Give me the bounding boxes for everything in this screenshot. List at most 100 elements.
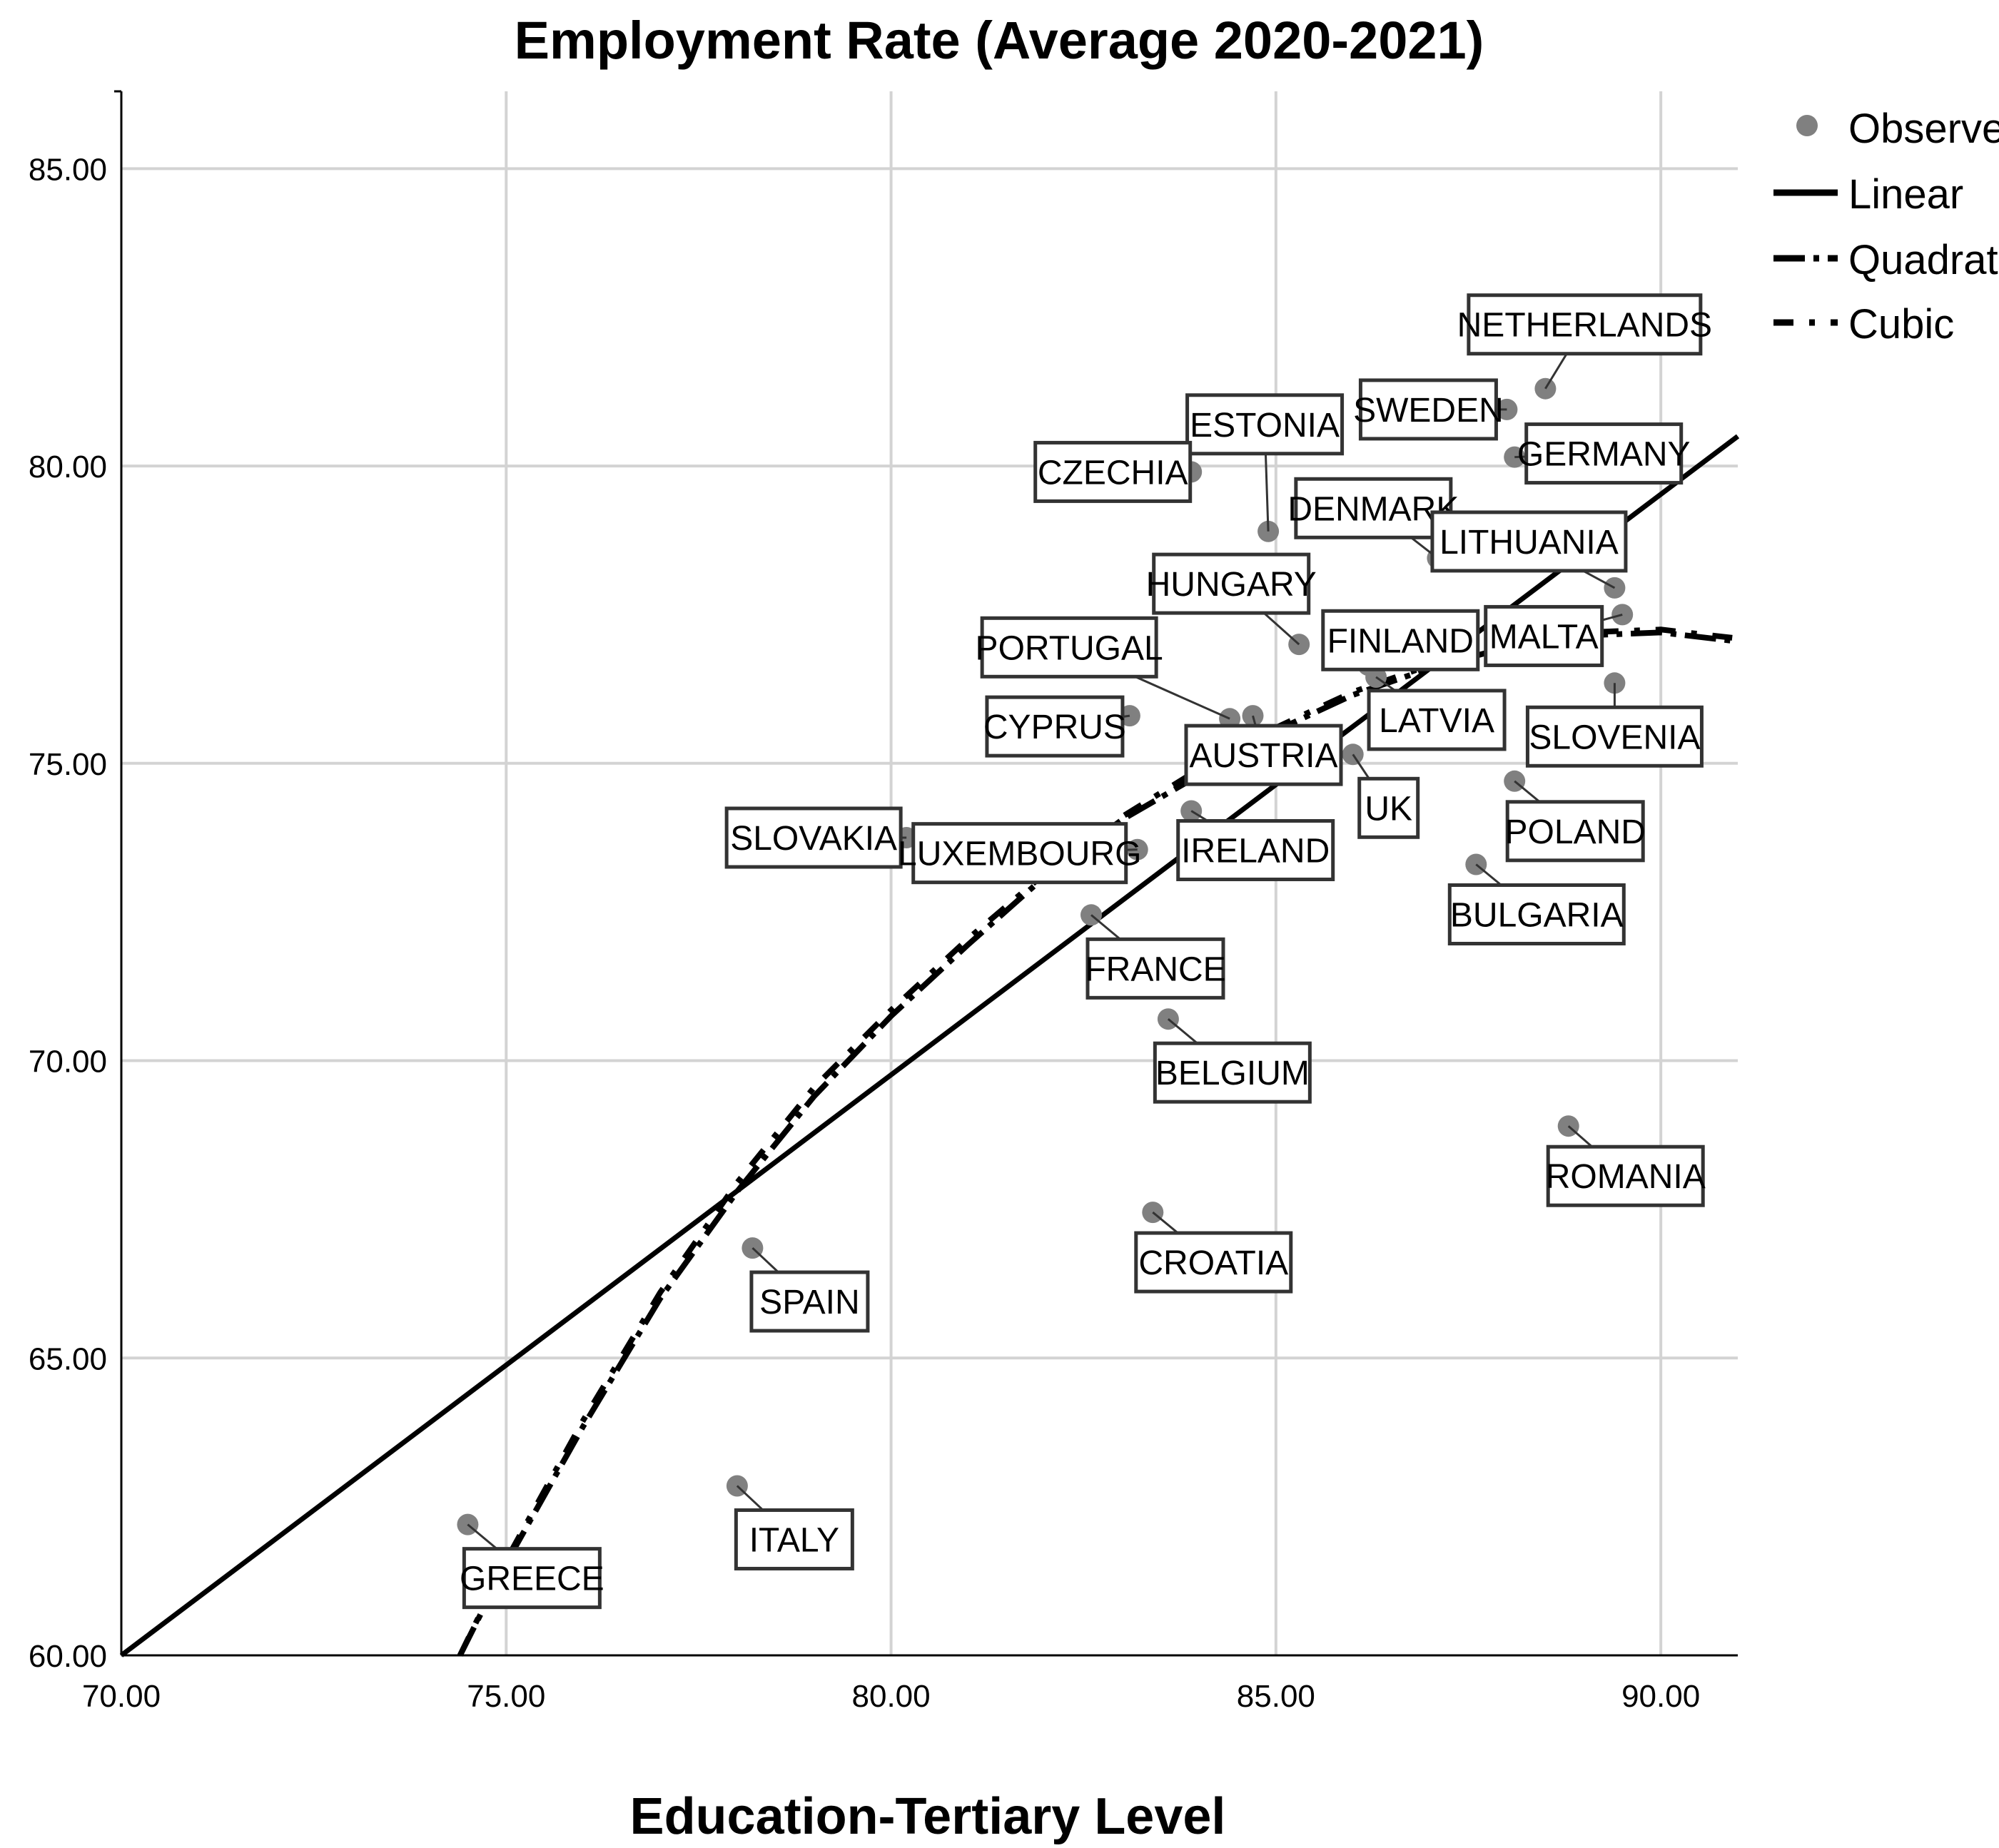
axes (114, 90, 1738, 1657)
point-label-box (1447, 883, 1626, 945)
point-label-box (1153, 1041, 1312, 1104)
point-label-group: FINLAND (1321, 609, 1480, 671)
point-label-group: FRANCE (1085, 914, 1226, 1000)
point-label-group: GERMANY (1514, 422, 1691, 485)
point-label-group: SPAIN (749, 1247, 870, 1333)
point-label: SWEDEN (1353, 392, 1504, 430)
point-label-group: CROATIA (1134, 1211, 1293, 1294)
point-label-box (1525, 705, 1704, 768)
observed-point (1242, 705, 1264, 727)
point-label-group: ITALY (734, 1485, 854, 1570)
point-label-group: SWEDEN (1353, 378, 1507, 441)
point-label: IRELAND (1181, 832, 1330, 870)
point-label-box (734, 1508, 854, 1570)
x-tick-label: 80.00 (852, 1679, 931, 1714)
point-label-box (749, 1270, 870, 1333)
point-label-group: LITHUANIA (1430, 510, 1628, 589)
point-label-box (1321, 609, 1480, 671)
point-label-box (1467, 293, 1703, 356)
point-label-group: CYPRUS (983, 695, 1130, 758)
point-label: PORTUGAL (976, 629, 1163, 667)
point-label: DENMARK (1287, 490, 1459, 528)
point-label-box (1294, 477, 1453, 539)
x-tick-label: 85.00 (1237, 1679, 1315, 1714)
observed-point (1504, 446, 1526, 468)
point-label-group: CZECHIA (1033, 440, 1193, 503)
point-label-box (1430, 510, 1628, 573)
x-tick-label: 90.00 (1621, 1679, 1700, 1714)
point-label-group: ROMANIA (1546, 1125, 1706, 1207)
point-label: NETHERLANDS (1457, 307, 1712, 345)
observed-point (1180, 800, 1203, 822)
point-label-box (462, 1547, 602, 1610)
point-label-box (911, 822, 1128, 885)
point-label: FINLAND (1327, 622, 1474, 660)
point-label-box (1185, 393, 1345, 456)
point-label-group: IRELAND (1176, 810, 1335, 881)
quadratic-fit-line (457, 629, 1739, 1657)
point-label-box (1358, 378, 1498, 441)
point-label-group: MALTA (1484, 604, 1623, 667)
observed-point (1257, 520, 1280, 542)
chart-title: Employment Rate (Average 2020-2021) (515, 11, 1484, 70)
point-label: HUNGARY (1146, 566, 1317, 604)
point-label-box (1484, 604, 1604, 667)
point-label-box (1367, 689, 1507, 751)
point-label: ESTONIA (1190, 407, 1340, 445)
point-label: CYPRUS (983, 709, 1126, 746)
y-tick-label: 80.00 (29, 450, 107, 484)
point-label-box (1152, 552, 1311, 615)
point-label-group: BULGARIA (1447, 863, 1626, 945)
point-label: CROATIA (1138, 1244, 1288, 1282)
point-label-box (985, 695, 1125, 758)
x-tick-label: 70.00 (82, 1679, 161, 1714)
point-label-group: SLOVENIA (1525, 683, 1704, 768)
point-label: GREECE (460, 1560, 604, 1598)
point-label: BULGARIA (1450, 896, 1624, 934)
x-tick-label: 75.00 (467, 1679, 545, 1714)
y-tick-label: 85.00 (29, 152, 107, 187)
point-label: MALTA (1489, 618, 1599, 656)
point-label-box (1184, 724, 1343, 786)
point-label-box (724, 806, 903, 869)
point-label-box (1033, 440, 1193, 503)
y-tick-label: 70.00 (29, 1045, 107, 1080)
point-label: FRANCE (1085, 950, 1225, 988)
point-label: CZECHIA (1038, 454, 1188, 492)
point-label-group: LUXEMBOURG (898, 822, 1141, 885)
y-tick-label: 75.00 (29, 747, 107, 782)
point-label-group: BELGIUM (1153, 1018, 1312, 1104)
point-label: GERMANY (1517, 436, 1691, 474)
y-tick-label: 65.00 (29, 1341, 107, 1376)
point-label: SPAIN (759, 1284, 859, 1321)
y-tick-label: 60.00 (29, 1639, 107, 1674)
point-label: UK (1365, 790, 1412, 828)
point-label-box (1505, 800, 1645, 863)
tick-labels: 70.00 75.00 80.00 85.00 90.00 60.00 65.00 70.00… (29, 152, 1700, 1714)
point-label: LUXEMBOURG (898, 836, 1141, 873)
x-axis-title: Education-Tertiary Level (630, 1788, 1226, 1845)
point-label-group: DENMARK (1287, 477, 1459, 559)
legend-marker-observed (1796, 115, 1818, 136)
point-label: POLAND (1505, 813, 1646, 851)
point-label-group: GREECE (460, 1523, 604, 1610)
point-label-group: AUSTRIA (1184, 715, 1343, 786)
point-label-group: ESTONIA (1185, 393, 1345, 532)
point-label: SLOVENIA (1529, 719, 1700, 756)
point-label-box (980, 616, 1158, 679)
legend: Observed Linear Quadratic Cubic (1773, 106, 1999, 347)
point-label-box (1134, 1231, 1293, 1294)
point-label: ITALY (749, 1521, 839, 1559)
point-label-box (1176, 818, 1335, 881)
point-label-group: NETHERLANDS (1457, 293, 1712, 390)
point-label: BELGIUM (1155, 1055, 1310, 1092)
legend-label-linear: Linear (1848, 171, 1963, 218)
point-label-group: UK (1352, 753, 1420, 839)
legend-label-cubic: Cubic (1848, 301, 1954, 347)
point-label-group: HUNGARY (1146, 552, 1317, 646)
point-label: LATVIA (1379, 702, 1494, 740)
